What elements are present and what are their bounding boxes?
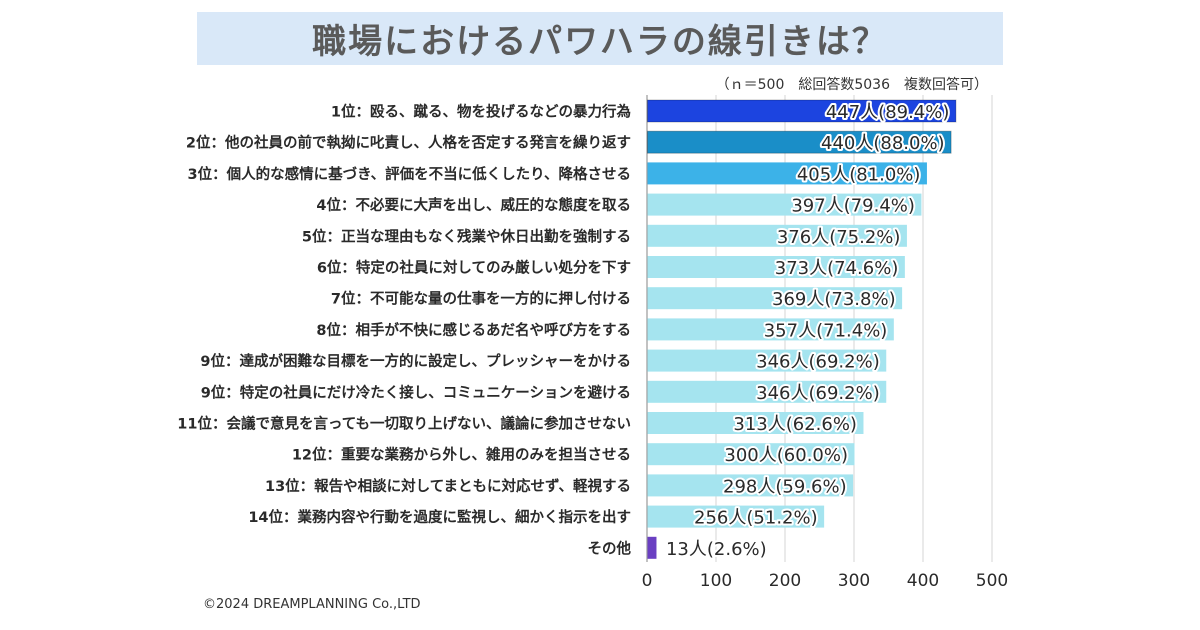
category-label: 2位：他の社員の前で執拗に叱責し、人格を否定する発言を繰り返す [186,134,631,152]
bar [647,412,864,434]
data-label: 369人(73.8%) [772,289,896,310]
category-label: 11位：会議で意見を言っても一切取り上げない、議論に参加させない [177,415,631,433]
bar [647,256,905,278]
x-tick-label: 500 [976,571,1008,591]
data-label: 346人(69.2%) [756,352,880,373]
data-label: 13人(2.6%) [666,539,767,560]
category-label: 9位：特定の社員にだけ冷たく接し、コミュニケーションを避ける [201,383,631,401]
bar [647,162,927,185]
label-layer: 1位：殴る、蹴る、物を投げるなどの暴力行為 447人(89.4%) 2位：他の社員の… [177,100,951,562]
data-label: 357人(71.4%) [764,320,888,341]
data-label: 397人(79.4%) [791,196,915,217]
category-label: 7位：不可能な量の仕事を一方的に押し付ける [331,290,631,308]
bar [647,224,907,247]
bar [647,474,854,497]
bar [647,99,957,123]
category-label: 12位：重要な業務から外し、雑用のみを担当させる [292,446,631,464]
category-label: 5位：正当な理由もなく残業や休日出勤を強制する [302,227,631,245]
bar [647,287,903,310]
data-label: 376人(75.2%) [777,227,901,248]
bar [647,505,825,528]
copyright-footer: ©2024 DREAMPLANNING Co.,LTD [203,597,421,612]
data-label: 373人(74.6%) [775,258,899,279]
category-label: 3位：個人的な感情に基づき、評価を不当に低くしたり、降格させる [188,165,632,183]
chart-subtitle: （ｎ＝500 総回答数5036 複数回答可） [715,77,988,93]
data-label: 447人(89.4%) [826,102,950,123]
bar [647,443,855,466]
data-label: 440人(88.0%) [821,133,945,154]
data-label: 313人(62.6%) [733,414,857,435]
bar [647,380,887,403]
category-label: 8位：相手が不快に感じるあだ名や呼び方をする [316,321,631,339]
x-tick-label: 200 [769,571,801,591]
data-label: 256人(51.2%) [694,508,818,529]
category-label: その他 [588,539,632,557]
bar [647,318,894,341]
category-label: 9位：達成が困難な目標を一方的に設定し、プレッシャーをかける [200,352,631,370]
tick-layer: 0 100 200 300 400 500 [642,571,1009,591]
bar [647,130,952,154]
x-tick-label: 300 [838,571,870,591]
data-label: 298人(59.6%) [723,476,847,497]
bar [647,536,657,559]
x-tick-label: 0 [642,571,653,591]
data-label: 405人(81.0%) [797,164,921,185]
category-label: 14位：業務内容や行動を過度に監視し、細かく指示を出す [248,508,631,526]
data-label: 300人(60.0%) [724,445,848,466]
category-label: 1位：殴る、蹴る、物を投げるなどの暴力行為 [331,103,631,121]
category-label: 4位：不必要に大声を出し、威圧的な態度を取る [316,196,631,214]
title-banner: 職場におけるパワハラの線引きは？ [197,12,1003,65]
data-label: 346人(69.2%) [756,383,880,404]
category-label: 6位：特定の社員に対してのみ厳しい処分を下す [317,259,631,277]
bar-layer [647,99,957,559]
bar [647,193,922,216]
x-tick-label: 100 [700,571,732,591]
bar [647,349,887,372]
category-label: 13位：報告や相談に対してまともに対応せず、軽視する [265,477,631,495]
x-tick-label: 400 [907,571,939,591]
chart-title: 職場におけるパワハラの線引きは？ [312,22,888,62]
